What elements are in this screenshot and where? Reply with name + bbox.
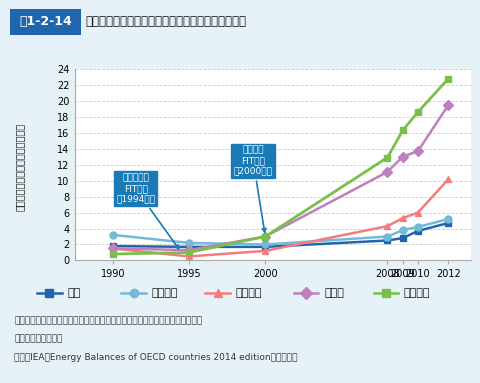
Line: アメリカ: アメリカ — [109, 216, 451, 248]
イギリス — [109, 246, 115, 251]
日本 — [186, 245, 192, 249]
Text: スが含まれる。: スが含まれる。 — [14, 334, 63, 343]
アメリカ — [186, 241, 192, 245]
スペイン — [399, 128, 405, 133]
Line: スペイン: スペイン — [109, 75, 451, 257]
アメリカ — [399, 228, 405, 232]
スペイン — [262, 234, 268, 239]
日本 — [414, 229, 420, 233]
Text: アメリカ: アメリカ — [151, 288, 178, 298]
イギリス — [414, 210, 420, 215]
イギリス — [399, 216, 405, 221]
Text: 資料：IEA「Energy Balances of OECD countries 2014 edition」より作成: 資料：IEA「Energy Balances of OECD countries… — [14, 353, 297, 362]
日本 — [444, 221, 450, 225]
イギリス — [384, 224, 389, 228]
アメリカ — [384, 234, 389, 239]
イギリス — [186, 254, 192, 259]
アメリカ — [444, 217, 450, 221]
ドイツ — [186, 248, 192, 252]
ドイツ — [384, 170, 389, 174]
Text: 主要国における再生可能エネルギー導入率の推移: 主要国における再生可能エネルギー導入率の推移 — [85, 15, 246, 28]
ドイツ — [262, 234, 268, 239]
スペイン — [384, 155, 389, 160]
Text: 図1-2-14: 図1-2-14 — [19, 15, 72, 28]
イギリス — [262, 249, 268, 253]
Text: 注：再生可能エネルギーには、地熱、太陽熱、太陽光、潮力、風力、バイオマ: 注：再生可能エネルギーには、地熱、太陽熱、太陽光、潮力、風力、バイオマ — [14, 316, 202, 325]
FancyBboxPatch shape — [10, 9, 81, 35]
スペイン — [186, 250, 192, 255]
日本 — [109, 244, 115, 248]
スペイン — [109, 252, 115, 256]
ドイツ — [414, 149, 420, 154]
日本 — [384, 238, 389, 243]
スペイン — [444, 76, 450, 81]
Text: スペインで
FIT開始
（1994年）: スペインで FIT開始 （1994年） — [116, 174, 178, 249]
アメリカ — [109, 232, 115, 237]
Text: ドイツ: ドイツ — [324, 288, 343, 298]
Text: 再生可能エネルギー導入率（％）: 再生可能エネルギー導入率（％） — [14, 123, 24, 211]
ドイツ — [444, 103, 450, 107]
ドイツ — [109, 246, 115, 251]
Line: ドイツ: ドイツ — [109, 101, 451, 254]
Line: 日本: 日本 — [109, 219, 451, 250]
Text: ドイツで
FIT開始
（2000年）: ドイツで FIT開始 （2000年） — [233, 146, 272, 232]
Text: 日本: 日本 — [67, 288, 81, 298]
Text: イギリス: イギリス — [235, 288, 262, 298]
イギリス — [444, 177, 450, 182]
アメリカ — [262, 242, 268, 247]
ドイツ — [399, 154, 405, 159]
Text: スペイン: スペイン — [403, 288, 429, 298]
日本 — [399, 236, 405, 241]
アメリカ — [414, 224, 420, 229]
日本 — [262, 245, 268, 249]
Line: イギリス: イギリス — [109, 175, 451, 260]
スペイン — [414, 110, 420, 115]
